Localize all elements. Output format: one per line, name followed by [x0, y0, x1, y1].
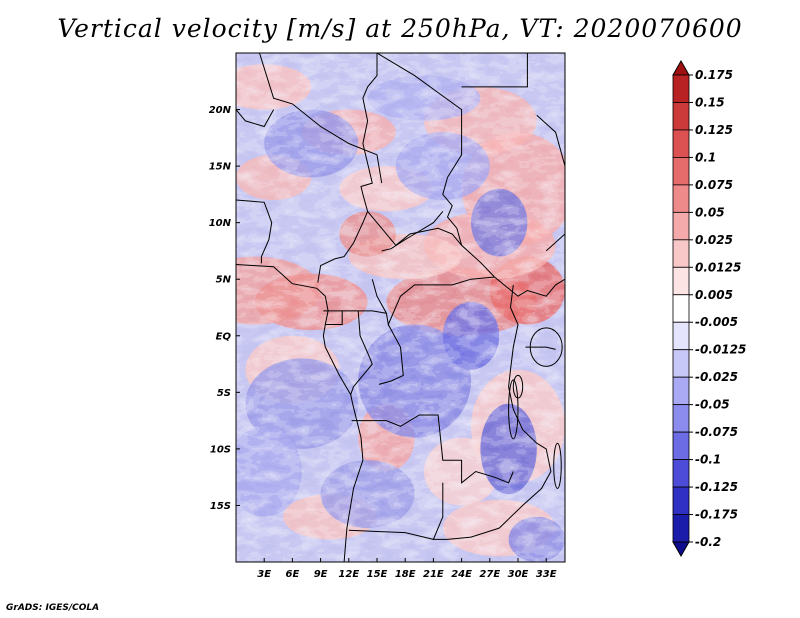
- boundary-line: [367, 211, 462, 246]
- boundary-line: [376, 53, 565, 297]
- x-tick-label: 15E: [367, 569, 388, 580]
- velocity-field: [236, 53, 565, 562]
- map-boundaries: [236, 53, 565, 562]
- x-tick-label: 33E: [536, 569, 557, 580]
- boundary-line: [348, 529, 434, 540]
- colorbar-label: 0.075: [695, 178, 733, 192]
- x-tick-label: 18E: [395, 569, 416, 580]
- colorbar-segment: [672, 431, 690, 460]
- lake-outline: [508, 379, 519, 440]
- colorbar-label: 0.1: [695, 150, 716, 164]
- x-tick-label: 12E: [338, 569, 359, 580]
- plot-frame: [235, 52, 566, 563]
- colorbar-label: -0.1: [695, 453, 721, 467]
- colorbar-label: 0.175: [695, 68, 733, 82]
- y-tick-label: 20N: [209, 105, 232, 116]
- colorbar-segment: [672, 294, 690, 323]
- colorbar-segment: [672, 486, 690, 515]
- colorbar: 0.175 0.15 0.125 0.1 0.075 0.05 0.025 0.0125 0.0…: [672, 59, 746, 558]
- boundary-line: [461, 53, 551, 88]
- colorbar-segment: [672, 211, 690, 241]
- boundary-line: [350, 310, 373, 395]
- colorbar-segment: [672, 376, 690, 406]
- colorbar-label: -0.2: [695, 535, 721, 549]
- colorbar-segment: [672, 239, 690, 268]
- x-tick-label: 3E: [257, 569, 271, 580]
- chart-title: Vertical velocity [m/s] at 250hPa, VT: 2…: [57, 14, 743, 43]
- boundary-line: [259, 53, 383, 184]
- colorbar-segment: [672, 129, 690, 158]
- x-tick-label: 30E: [508, 569, 529, 580]
- lake-outline: [529, 327, 563, 367]
- colorbar-label: -0.075: [695, 425, 738, 439]
- colorbar-segment: [672, 102, 690, 131]
- colorbar-segment: [672, 266, 690, 296]
- colorbar-segment: [672, 74, 690, 103]
- x-tick-label: 9E: [314, 569, 328, 580]
- colorbar-label: 0.05: [695, 205, 725, 219]
- colorbar-label: -0.0125: [695, 343, 746, 357]
- x-tick-label: 24E: [451, 569, 472, 580]
- lake-outline: [553, 442, 562, 489]
- y-tick-label: 10S: [210, 444, 231, 455]
- boundary-line: [536, 114, 565, 252]
- x-tick-label: 6E: [286, 569, 300, 580]
- colorbar-cap-bottom: [672, 541, 690, 558]
- colorbar-segment: [672, 514, 690, 543]
- boundary-line: [381, 211, 444, 252]
- lake-outline: [512, 374, 524, 399]
- y-tick-label: 10N: [209, 218, 232, 229]
- boundary-line: [525, 346, 556, 350]
- colorbar-segment: [672, 459, 690, 488]
- boundary-line: [317, 53, 378, 283]
- x-tick-label: 27E: [479, 569, 500, 580]
- colorbar-segment: [672, 321, 690, 351]
- boundary-line: [371, 276, 495, 327]
- colorbar-segment: [672, 349, 690, 378]
- field-texture: [236, 53, 565, 562]
- colorbar-segment: [672, 157, 690, 186]
- y-tick-label: 5S: [217, 388, 231, 399]
- colorbar-label: 0.0125: [695, 260, 741, 274]
- colorbar-label: -0.025: [695, 370, 738, 384]
- colorbar-label: -0.175: [695, 508, 738, 522]
- axis-ticks: 3E 6E 9E 12E 15E 18E 21E 24E 27E 30E 33E 20N 15N 10N 5…: [209, 105, 557, 580]
- y-tick-label: 5N: [216, 275, 232, 286]
- boundary-line: [236, 264, 364, 562]
- colorbar-label: -0.125: [695, 480, 738, 494]
- colorbar-label: 0.025: [695, 233, 733, 247]
- y-tick-label: 15N: [209, 162, 232, 173]
- colorbar-cap-top: [672, 59, 690, 76]
- colorbar-segment: [672, 404, 690, 433]
- boundary-line: [325, 310, 343, 325]
- grads-credit: GrADS: IGES/COLA: [6, 603, 100, 613]
- y-tick-label: EQ: [216, 331, 232, 342]
- y-tick-label: 15S: [210, 501, 231, 512]
- colorbar-label: 0.15: [695, 95, 725, 109]
- colorbar-segment: [672, 184, 690, 213]
- boundary-line: [378, 324, 404, 385]
- colorbar-label: 0.005: [695, 288, 733, 302]
- colorbar-label: -0.05: [695, 398, 730, 412]
- boundary-line: [236, 199, 273, 264]
- x-tick-label: 21E: [423, 569, 444, 580]
- boundary-line: [236, 109, 275, 128]
- colorbar-label: -0.005: [695, 315, 738, 329]
- boundary-line: [432, 482, 500, 540]
- colorbar-label: 0.125: [695, 123, 733, 137]
- boundary-line: [351, 414, 514, 484]
